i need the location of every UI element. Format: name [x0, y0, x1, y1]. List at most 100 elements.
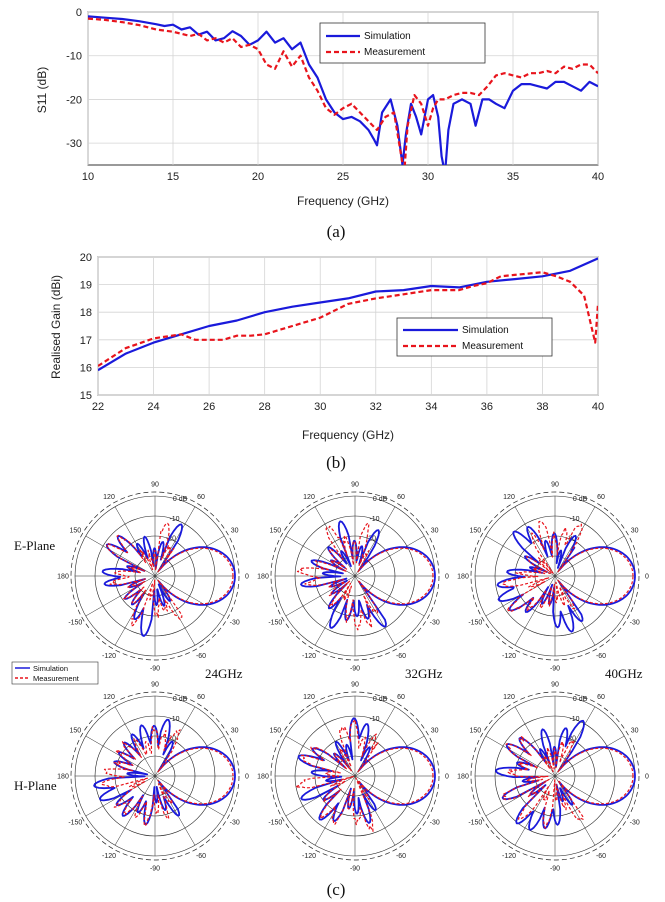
polar-angle-label: -120 — [502, 653, 516, 660]
polar-spoke — [154, 535, 225, 577]
polar-spoke — [154, 735, 225, 777]
s11-ytick-label: -30 — [66, 138, 82, 150]
gain-xlabel: Frequency (GHz) — [302, 428, 394, 442]
polar-angle-label: -30 — [230, 620, 240, 627]
polar-angle-label: -120 — [302, 853, 316, 860]
polar-angle-label: 90 — [551, 482, 559, 489]
gain-xtick-label: 28 — [259, 401, 271, 413]
polar-panel: 90 60 30 0 -30 -60 -90 -120 -150 180 150 120 0 dB -10… — [457, 482, 649, 673]
polar-angle-label: -150 — [268, 820, 282, 827]
polar-angle-label: 180 — [257, 774, 269, 781]
polar-series-measurement — [295, 718, 434, 832]
polar-angle-label: -30 — [430, 820, 440, 827]
polar-series-simulation — [496, 525, 636, 633]
polar-angle-label: -120 — [302, 653, 316, 660]
polar-series-simulation — [495, 719, 636, 831]
polar-spoke — [554, 575, 596, 646]
polar-angle-label: 120 — [103, 494, 115, 501]
polar-outer-ring — [470, 491, 640, 661]
polar-spoke — [285, 735, 356, 777]
polar-angle-label: -30 — [630, 620, 640, 627]
polar-angle-label: 150 — [69, 728, 81, 735]
polar-angle-label: -120 — [102, 653, 116, 660]
s11-series — [88, 15, 598, 165]
gain-ytick-label: 15 — [80, 390, 92, 402]
polar-spoke — [514, 506, 556, 577]
gain-xtick-label: 34 — [425, 401, 437, 413]
gain-ylabel: Realised Gain (dBi) — [49, 275, 63, 379]
polar-panel: 90 60 30 0 -30 -60 -90 -120 -150 180 150 120 0 dB -10… — [457, 682, 649, 873]
polar-angle-label: 0 — [645, 774, 649, 781]
polar-panel: 90 60 30 0 -30 -60 -90 -120 -150 180 150 120 0 dB -10… — [257, 682, 449, 873]
freq-label-32: 32GHz — [405, 666, 443, 681]
s11-legend: Simulation Measurement — [319, 22, 486, 64]
e-plane-label: E-Plane — [14, 538, 55, 553]
polar-angle-label: 0 — [645, 574, 649, 581]
polar-outer-ring — [270, 691, 440, 861]
polar-angle-label: 120 — [503, 694, 515, 701]
polar-angle-label: 120 — [503, 494, 515, 501]
polar-angle-label: 180 — [57, 774, 69, 781]
s11-xtick-label: 15 — [167, 171, 179, 183]
gain-ytick-label: 19 — [80, 280, 92, 292]
caption-b: (b) — [326, 453, 346, 472]
s11-xtick-label: 25 — [337, 171, 349, 183]
polar-angle-label: 150 — [269, 728, 281, 735]
polar-radial-label: -10 — [569, 716, 579, 723]
polar-angle-label: -150 — [468, 620, 482, 627]
polar-angle-label: 150 — [269, 528, 281, 535]
polar-legend-sim-label: Simulation — [33, 664, 68, 673]
s11-xtick-label: 10 — [82, 171, 94, 183]
gain-xtick-label: 26 — [203, 401, 215, 413]
polar-angle-label: -90 — [350, 866, 360, 873]
polar-spoke — [154, 575, 196, 646]
gain-legend: Simulation Measurement — [396, 317, 553, 357]
gain-ytick-label: 18 — [80, 307, 92, 319]
polar-angle-label: -60 — [196, 653, 206, 660]
polar-spoke — [354, 735, 425, 777]
polar-spoke — [554, 775, 625, 817]
polar-radial-label: -20 — [566, 736, 576, 743]
gain-series-measurement — [98, 271, 598, 367]
polar-spoke — [554, 535, 625, 577]
polar-angle-label: 30 — [231, 528, 239, 535]
polar-spoke — [554, 775, 596, 846]
freq-label-40: 40GHz — [605, 666, 643, 681]
polar-angle-label: 180 — [257, 574, 269, 581]
polar-spoke — [514, 706, 556, 777]
polar-legend-box — [11, 661, 99, 685]
gain-xtick-label: 32 — [370, 401, 382, 413]
gain-ticks: 22 24 26 28 30 32 34 36 38 40 15 16 17 18 19 20 — [80, 252, 604, 413]
gain-xtick-label: 24 — [147, 401, 159, 413]
polar-angle-label: -30 — [630, 820, 640, 827]
polar-radial-label: -20 — [166, 536, 176, 543]
polar-series-measurement — [501, 520, 634, 613]
polar-angle-label: -150 — [468, 820, 482, 827]
s11-series-simulation — [88, 15, 598, 165]
s11-legend-meas-label: Measurement — [364, 47, 425, 58]
polar-angle-label: -30 — [430, 620, 440, 627]
polar-radial-label: 0 dB — [173, 696, 188, 703]
s11-legend-box — [319, 22, 486, 64]
polar-spoke — [114, 506, 156, 577]
gain-legend-box — [396, 317, 553, 357]
polar-spoke — [354, 706, 396, 777]
polar-angle-label: -120 — [102, 853, 116, 860]
polar-angle-label: -60 — [396, 853, 406, 860]
polar-radial-label: 0 dB — [573, 696, 588, 703]
polar-spoke — [354, 535, 425, 577]
polar-angle-label: 0 — [445, 774, 449, 781]
s11-ytick-label: -20 — [66, 94, 82, 106]
s11-legend-sim-label: Simulation — [364, 31, 411, 42]
gain-legend-sim-label: Simulation — [462, 325, 509, 336]
polar-panel: 90 60 30 0 -30 -60 -90 -120 -150 180 150 120 0 dB -10… — [57, 482, 249, 673]
radiation-patterns: 90 60 30 0 -30 -60 -90 -120 -150 180 150 120 0 dB -10… — [57, 482, 649, 873]
polar-spoke — [154, 575, 225, 617]
polar-angle-label: 30 — [631, 728, 639, 735]
polar-angle-label: 150 — [469, 728, 481, 735]
polar-outer-ring — [70, 691, 240, 861]
polar-angle-label: -60 — [196, 853, 206, 860]
polar-angle-label: 60 — [597, 694, 605, 701]
gain-xtick-label: 36 — [481, 401, 493, 413]
freq-label-24: 24GHz — [205, 666, 243, 681]
